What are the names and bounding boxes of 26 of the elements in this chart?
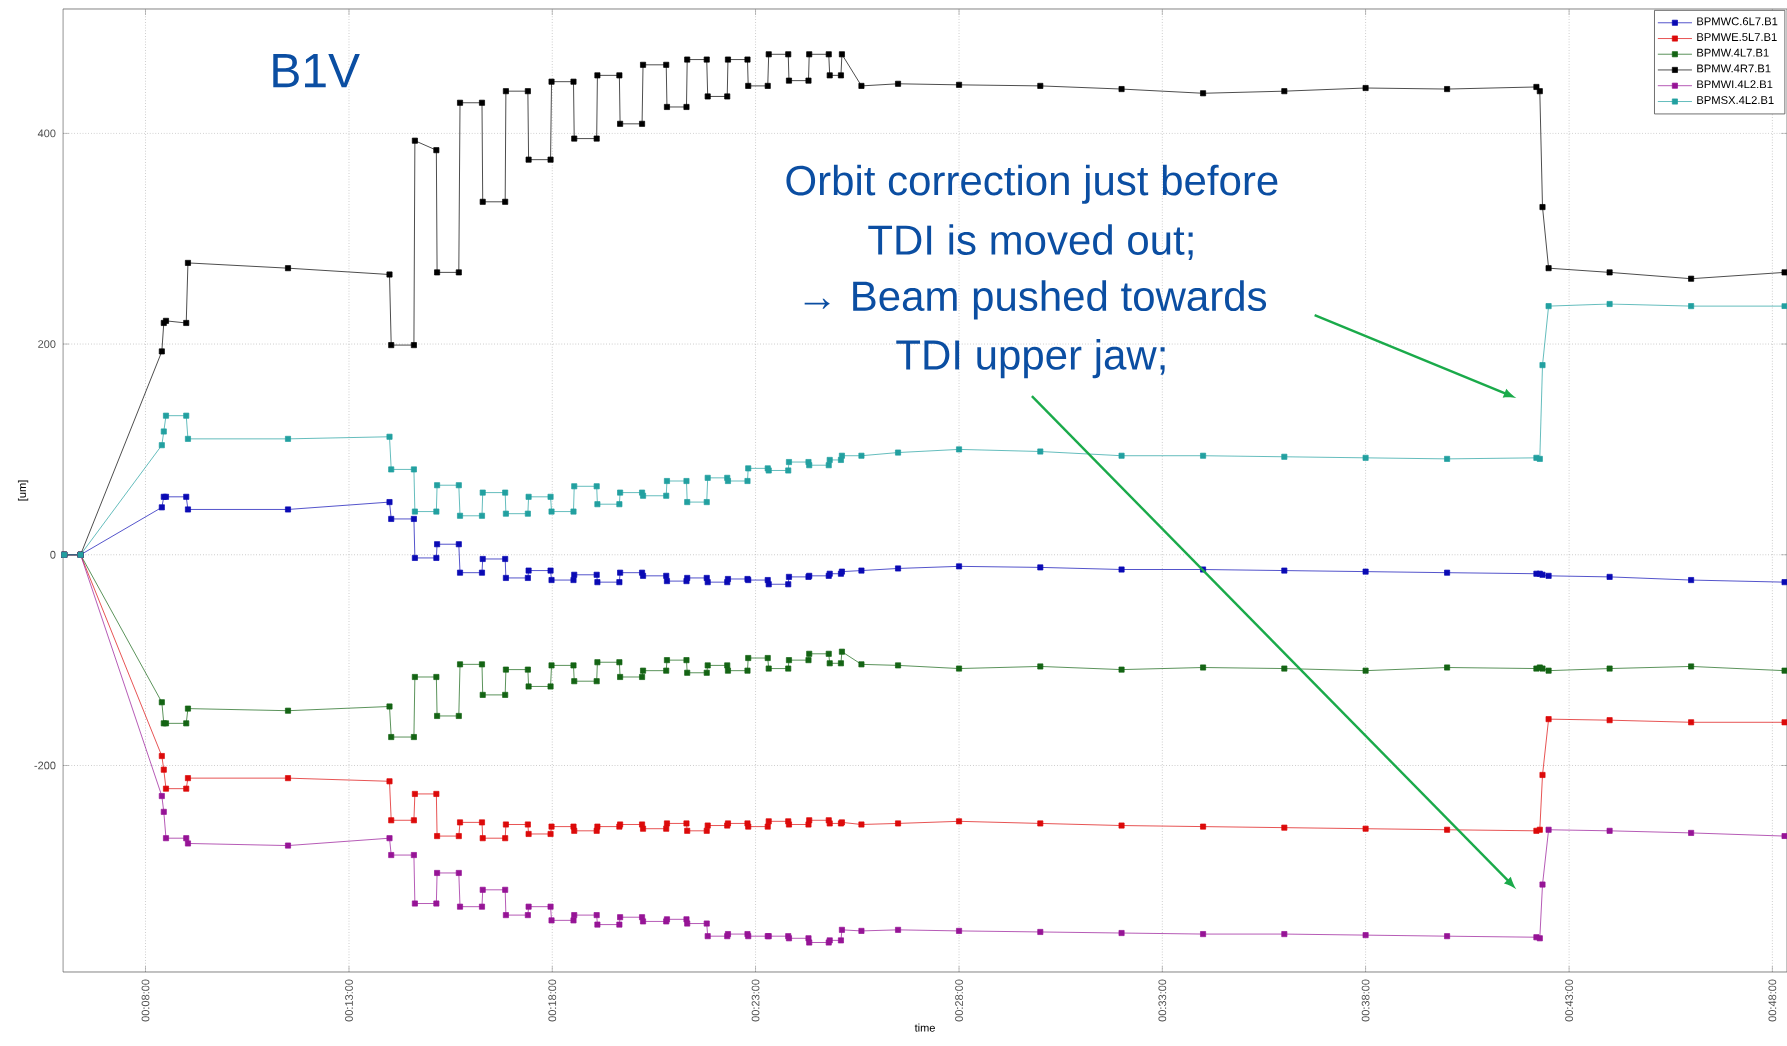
x-tick-label: 00:23:00 bbox=[751, 979, 760, 1022]
x-tick-label: 00:38:00 bbox=[1361, 979, 1370, 1022]
legend-label: BPMW.4R7.B1 bbox=[1697, 64, 1771, 73]
annotation: B1V bbox=[273, 54, 360, 88]
x-tick-label: 00:48:00 bbox=[1768, 979, 1777, 1022]
legend-label: BPMWE.5L7.B1 bbox=[1697, 33, 1777, 41]
x-tick-label: 00:28:00 bbox=[955, 979, 963, 1022]
legend-label: BPMWI.4L2.B1 bbox=[1697, 80, 1773, 89]
y-tick-label: 400 bbox=[37, 129, 56, 138]
legend-label: BPMSX.4L2.B1 bbox=[1697, 96, 1774, 105]
annotation: TDI is moved out; bbox=[868, 224, 1193, 260]
x-tick-label: 00:13:00 bbox=[345, 979, 353, 1022]
annotation: Orbit correction just before bbox=[786, 164, 1278, 204]
x-tick-label: 00:33:00 bbox=[1158, 979, 1167, 1022]
annotation: TDI upper jaw; bbox=[896, 339, 1165, 379]
x-tick-label: 00:18:00 bbox=[548, 979, 557, 1022]
annotation: → Beam pushed towards bbox=[804, 280, 1267, 320]
legend-label: BPMW.4L7.B1 bbox=[1697, 48, 1769, 57]
y-tick-label: -200 bbox=[34, 761, 56, 770]
x-tick-label: 00:08:00 bbox=[141, 979, 150, 1022]
legend-label: BPMWC.6L7.B1 bbox=[1697, 17, 1778, 26]
y-axis-title: [um] bbox=[17, 480, 29, 501]
x-tick-label: 00:43:00 bbox=[1565, 979, 1573, 1022]
y-tick-label: 0 bbox=[50, 550, 56, 559]
x-axis-title: time bbox=[914, 1023, 935, 1032]
y-tick-label: 200 bbox=[38, 340, 56, 348]
